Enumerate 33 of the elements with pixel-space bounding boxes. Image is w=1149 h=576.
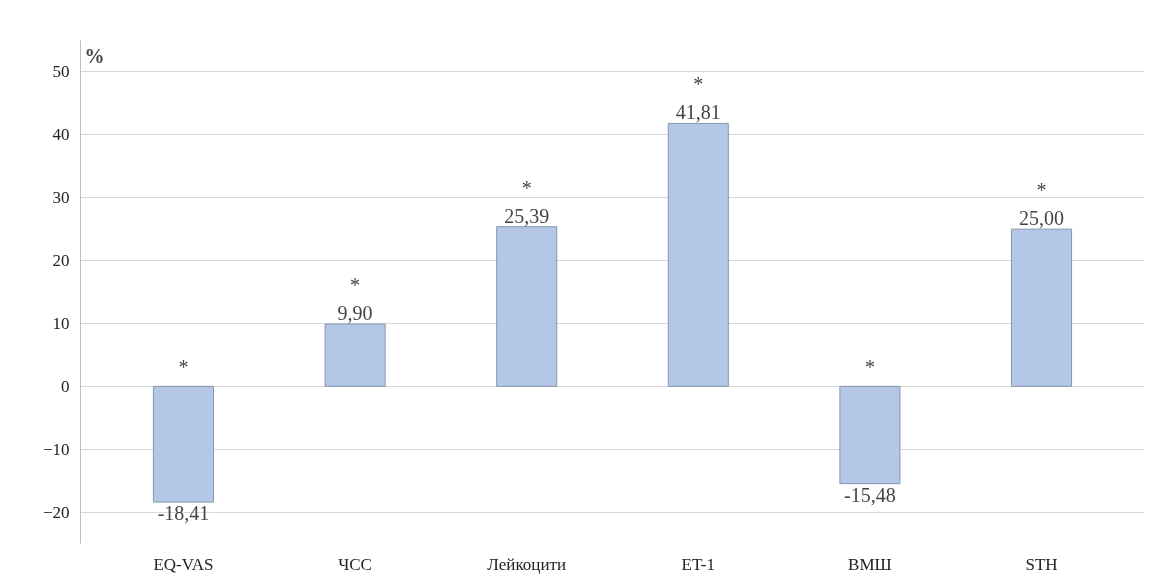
y-tick-label: 0 — [61, 376, 70, 396]
bar — [839, 385, 901, 485]
y-tick-label: 50 — [52, 62, 70, 82]
data-label: 25,00 — [1019, 207, 1065, 230]
data-label: 25,39 — [504, 204, 550, 227]
data-label: -18,41 — [157, 502, 210, 525]
bar — [324, 323, 386, 387]
x-tick-label: ЧСС — [338, 554, 372, 574]
x-tick-label: EQ-VAS — [153, 554, 214, 574]
annotation: * — [1036, 179, 1047, 202]
y-tick-label: 10 — [52, 313, 70, 333]
annotation: * — [350, 274, 361, 297]
y-tick-label: −10 — [42, 439, 70, 459]
data-label: 9,90 — [337, 302, 373, 325]
x-tick-label: STH — [1025, 554, 1058, 574]
y-axis-title: % — [84, 44, 105, 67]
data-label: 41,81 — [675, 101, 721, 124]
y-tick-label: 40 — [52, 125, 70, 145]
y-tick-label: 30 — [52, 188, 70, 208]
bar — [152, 385, 214, 503]
annotation: * — [864, 356, 875, 379]
x-tick-label: Лейкоцити — [487, 554, 567, 574]
x-tick-label: ET-1 — [681, 554, 715, 574]
annotation: * — [693, 73, 704, 96]
y-tick-label: 20 — [52, 251, 70, 271]
annotation: * — [178, 356, 189, 379]
annotation: * — [521, 176, 532, 199]
x-tick-label: ВМШ — [848, 554, 892, 574]
bar — [1011, 228, 1073, 387]
bar — [667, 122, 729, 387]
y-tick-label: −20 — [42, 502, 70, 522]
data-label: -15,48 — [844, 483, 896, 506]
bar — [496, 226, 558, 387]
